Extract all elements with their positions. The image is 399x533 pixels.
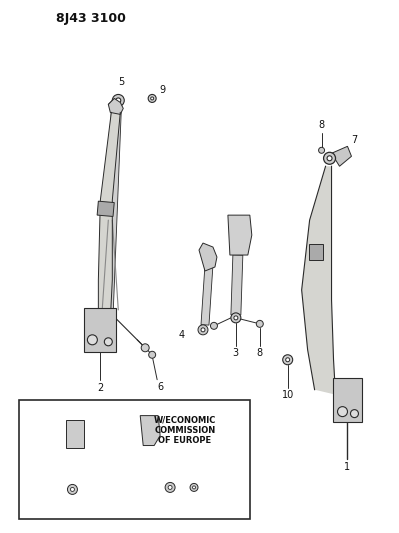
Text: 8: 8 <box>257 348 263 358</box>
Circle shape <box>256 320 263 327</box>
Text: W/ECONOMIC
COMMISSION
OF EUROPE: W/ECONOMIC COMMISSION OF EUROPE <box>154 416 216 446</box>
Polygon shape <box>199 243 217 271</box>
Circle shape <box>190 483 198 491</box>
Polygon shape <box>108 99 123 115</box>
Circle shape <box>148 94 156 102</box>
Circle shape <box>151 97 154 100</box>
Text: 9: 9 <box>159 85 165 95</box>
Text: 1: 1 <box>344 463 351 472</box>
Text: 4: 4 <box>179 330 185 340</box>
Circle shape <box>318 147 324 154</box>
Polygon shape <box>149 445 171 484</box>
Bar <box>19 400 250 519</box>
Circle shape <box>210 322 217 329</box>
Bar <box>332 378 362 422</box>
Circle shape <box>234 316 238 320</box>
Circle shape <box>283 355 293 365</box>
Text: 3: 3 <box>233 348 239 358</box>
Bar <box>308 244 322 260</box>
Polygon shape <box>201 265 213 325</box>
Circle shape <box>198 325 208 335</box>
Text: 6: 6 <box>157 382 163 392</box>
Bar <box>67 419 85 448</box>
Text: 11: 11 <box>112 449 123 458</box>
Polygon shape <box>69 447 77 486</box>
Text: 11: 11 <box>113 459 124 468</box>
Polygon shape <box>103 110 121 310</box>
Circle shape <box>168 486 172 489</box>
Circle shape <box>201 328 205 332</box>
Circle shape <box>338 407 348 417</box>
Circle shape <box>87 335 97 345</box>
Polygon shape <box>302 166 336 394</box>
Text: 8J43 3100: 8J43 3100 <box>55 12 125 25</box>
Polygon shape <box>231 255 243 315</box>
Circle shape <box>141 344 149 352</box>
Circle shape <box>112 94 124 107</box>
Circle shape <box>231 313 241 323</box>
Circle shape <box>116 98 121 103</box>
Bar <box>85 308 116 352</box>
Polygon shape <box>140 416 160 446</box>
Circle shape <box>350 410 358 417</box>
Circle shape <box>327 156 332 161</box>
Circle shape <box>286 358 290 362</box>
Circle shape <box>193 486 196 489</box>
Circle shape <box>104 338 112 346</box>
Circle shape <box>258 322 261 325</box>
Circle shape <box>165 482 175 492</box>
Circle shape <box>149 351 156 358</box>
Circle shape <box>67 484 77 495</box>
Circle shape <box>71 487 75 491</box>
Text: 5: 5 <box>118 77 124 87</box>
Text: 8: 8 <box>191 455 197 464</box>
Circle shape <box>324 152 336 164</box>
Text: 10: 10 <box>282 390 294 400</box>
Polygon shape <box>228 215 252 255</box>
Text: 2: 2 <box>97 383 103 393</box>
Polygon shape <box>98 112 120 320</box>
Bar <box>97 201 114 216</box>
Text: 8: 8 <box>318 120 325 131</box>
Text: 7: 7 <box>352 135 358 146</box>
Polygon shape <box>332 147 352 166</box>
